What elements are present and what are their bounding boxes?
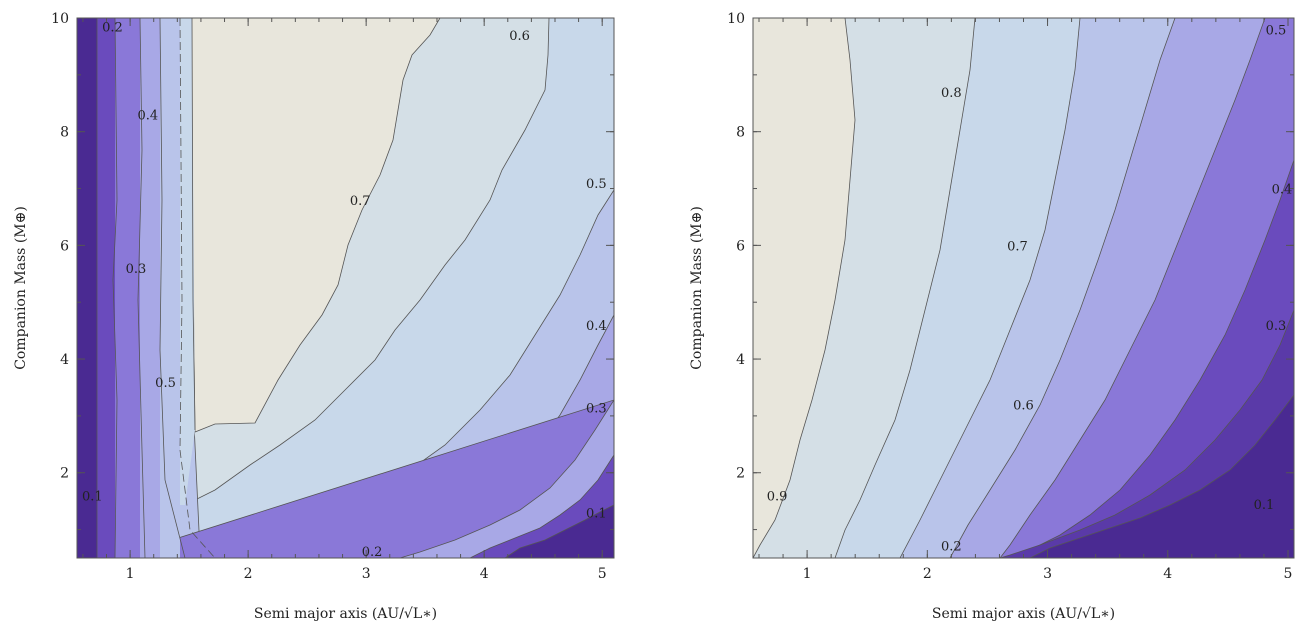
- contour-label: 0.7: [350, 194, 371, 209]
- contour-label: 0.2: [362, 545, 383, 560]
- x-tick-label: 5: [1284, 566, 1293, 582]
- contour-label: 0.6: [509, 29, 530, 44]
- x-tick-label: 2: [923, 566, 932, 582]
- contour-label: 0.2: [102, 21, 123, 36]
- x-tick-label: 4: [1163, 566, 1172, 582]
- left-band-darkest: [77, 18, 97, 558]
- x-tick-label: 2: [244, 566, 253, 582]
- y-tick-label: 8: [60, 125, 69, 141]
- x-axis-title: Semi major axis (AU/√L∗): [254, 606, 437, 622]
- x-axis-title: Semi major axis (AU/√L∗): [932, 606, 1115, 622]
- contour-label: 0.2: [941, 539, 962, 554]
- y-tick-label: 10: [727, 11, 745, 27]
- x-tick-label: 3: [1043, 566, 1052, 582]
- y-tick-label: 4: [736, 352, 745, 368]
- right-axes: 1 2 3 4 5 2 4 6 8 10 Semi major axis (AU/√L∗) Compa…: [689, 11, 1294, 622]
- region-level-0.05: [504, 504, 614, 558]
- region-level-0.1: [1029, 394, 1294, 558]
- left-band-dark: [97, 18, 115, 558]
- contour-label: 0.5: [155, 376, 176, 391]
- y-tick-label: 2: [736, 466, 745, 482]
- contour-label: 0.6: [1013, 399, 1034, 414]
- contour-label: 0.1: [82, 489, 103, 504]
- right-contour-labels: 0.5 0.8 0.4 0.7 0.3 0.6 0.9 0.1 0.2: [767, 23, 1293, 554]
- left-band-mid: [115, 18, 140, 558]
- contour-label: 0.4: [586, 319, 607, 334]
- contour-label: 0.8: [941, 86, 962, 101]
- contour-label: 0.1: [1254, 498, 1275, 513]
- x-tick-label: 3: [362, 566, 371, 582]
- x-tick-label: 5: [598, 566, 607, 582]
- right-contour-panel: 1 2 3 4 5 2 4 6 8 10 Semi major axis (AU/√L∗) Compa…: [689, 11, 1295, 622]
- contour-label: 0.4: [1272, 183, 1293, 198]
- contour-label: 0.7: [1007, 239, 1028, 254]
- region-level-0.2: [77, 18, 614, 558]
- x-tick-label: 1: [803, 566, 812, 582]
- contour-label: 0.3: [586, 401, 607, 416]
- left-contour-panel: 1 2 3 4 5 2 4 6 8 10 Semi major axis (AU/√L∗) Compa…: [13, 11, 615, 622]
- contour-label: 0.4: [137, 109, 158, 124]
- y-axis-title: Companion Mass (M⊕): [13, 206, 29, 370]
- contour-label: 0.5: [586, 177, 607, 192]
- y-tick-label: 8: [736, 125, 745, 141]
- contour-label: 0.3: [1266, 319, 1287, 334]
- x-tick-label: 4: [480, 566, 489, 582]
- contour-label: 0.9: [767, 489, 788, 504]
- left-axes: 1 2 3 4 5 2 4 6 8 10 Semi major axis (AU/√L∗) Compa…: [13, 11, 614, 622]
- left-contour-labels: 0.2 0.6 0.4 0.5 0.7 0.3 0.4 0.5 0.3 0.1 0.1 0.2: [82, 21, 607, 561]
- contour-label: 0.3: [126, 262, 147, 277]
- contour-label: 0.1: [586, 507, 607, 522]
- y-tick-label: 6: [736, 238, 745, 254]
- left-band-lighter: [160, 18, 180, 558]
- left-plot-frame: [76, 17, 615, 559]
- contour-label: 0.5: [1266, 23, 1287, 38]
- left-band-valley: [180, 18, 195, 505]
- y-axis-title: Companion Mass (M⊕): [689, 206, 705, 370]
- left-band-light: [140, 18, 160, 558]
- x-tick-label: 1: [126, 566, 135, 582]
- y-tick-label: 6: [60, 238, 69, 254]
- y-tick-label: 10: [51, 11, 69, 27]
- band-boundaries: [96, 18, 216, 558]
- y-tick-label: 2: [60, 466, 69, 482]
- y-tick-label: 4: [60, 352, 69, 368]
